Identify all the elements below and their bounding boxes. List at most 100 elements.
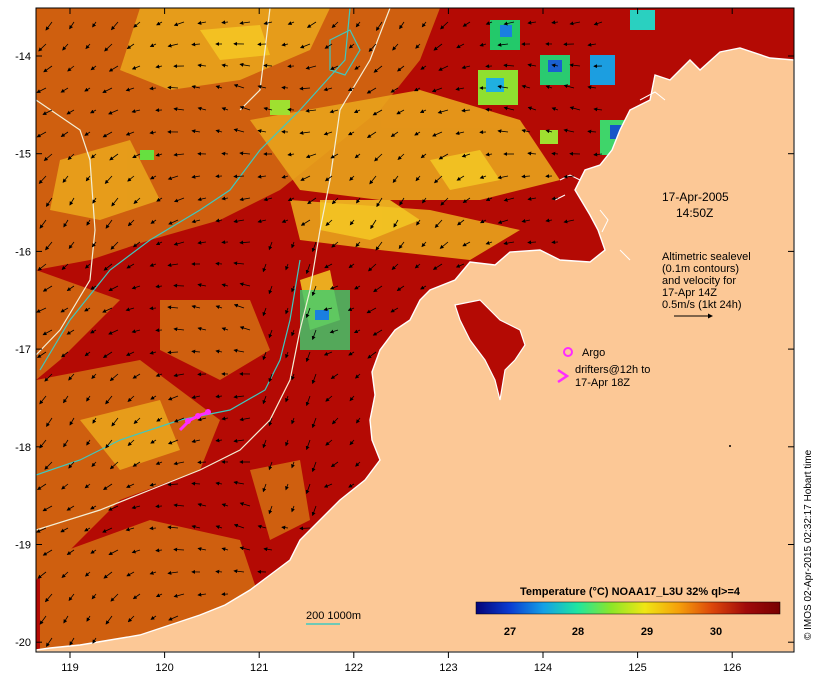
velocity-arrow [102, 131, 113, 138]
lat-tick-label: -20 [15, 637, 31, 649]
velocity-arrow [233, 83, 245, 89]
lon-tick-label: 124 [534, 662, 552, 674]
depth-label: 200 1000m [306, 610, 361, 622]
velocity-arrow [521, 128, 531, 133]
velocity-arrow [37, 351, 47, 358]
velocity-arrow [102, 351, 113, 358]
velocity-arrow [67, 65, 75, 72]
velocity-arrow [149, 350, 157, 355]
velocity-arrow [90, 505, 97, 510]
velocity-arrow [262, 483, 267, 493]
velocity-arrow [89, 109, 97, 114]
velocity-arrow [521, 218, 531, 223]
velocity-arrow [45, 21, 53, 31]
velocity-arrow [263, 106, 273, 111]
velocity-arrow [285, 483, 289, 491]
velocity-arrow [215, 349, 223, 354]
velocity-arrow [173, 593, 185, 598]
velocity-arrow [221, 63, 229, 68]
velocity-arrow [197, 63, 207, 68]
velocity-arrow [551, 196, 559, 201]
velocity-arrow [311, 505, 317, 517]
colorbar-tick-label: 29 [641, 626, 653, 638]
velocity-arrow [461, 153, 471, 158]
velocity-arrow [503, 63, 515, 68]
velocity-arrow [68, 241, 75, 250]
velocity-arrow [456, 175, 465, 181]
velocity-arrow [521, 84, 531, 89]
velocity-arrow [132, 373, 141, 379]
velocity-arrow [563, 174, 575, 179]
velocity-arrow [563, 84, 575, 89]
velocity-arrow [108, 549, 119, 555]
lon-tick-label: 121 [250, 662, 268, 674]
velocity-arrow [156, 417, 163, 422]
velocity-arrow [373, 285, 383, 293]
velocity-arrow [191, 42, 201, 47]
velocity-arrow [268, 505, 273, 515]
velocity-arrow [155, 284, 163, 289]
velocity-arrow [420, 285, 427, 290]
velocity-arrow [37, 263, 47, 271]
velocity-arrow [563, 128, 575, 133]
velocity-arrow [329, 109, 339, 114]
velocity-arrow [268, 285, 273, 295]
velocity-arrow [66, 285, 75, 292]
velocity-arrow [66, 109, 75, 115]
velocity-arrow [191, 349, 201, 354]
velocity-arrow [46, 417, 53, 427]
velocity-arrow [368, 43, 377, 52]
velocity-arrow [438, 65, 449, 71]
velocity-arrow [155, 373, 163, 377]
velocity-arrow [413, 87, 421, 92]
velocity-arrow [85, 263, 91, 269]
velocity-arrow [434, 175, 443, 184]
velocity-arrow [323, 483, 333, 488]
velocity-arrow [390, 307, 399, 313]
velocity-arrow [291, 461, 295, 469]
velocity-arrow [375, 241, 383, 251]
velocity-arrow [38, 43, 47, 52]
velocity-arrow [36, 131, 47, 138]
velocity-arrow [127, 219, 135, 227]
velocity-arrow [102, 87, 113, 93]
velocity-arrow [156, 197, 163, 202]
velocity-arrow [167, 439, 179, 445]
velocity-arrow [323, 131, 333, 136]
velocity-arrow [149, 263, 157, 267]
velocity-arrow [497, 219, 509, 224]
velocity-arrow [90, 329, 97, 334]
velocity-arrow [257, 174, 267, 179]
velocity-arrow [462, 197, 471, 204]
velocity-arrow [324, 175, 333, 182]
velocity-arrow [323, 87, 333, 92]
colorbar-tick-label: 28 [572, 626, 584, 638]
velocity-arrow [399, 197, 405, 206]
velocity-arrow [61, 571, 69, 578]
velocity-arrow [221, 503, 229, 508]
velocity-arrow [150, 615, 157, 620]
velocity-arrow [60, 527, 69, 533]
velocity-arrow [191, 439, 201, 444]
velocity-arrow [455, 86, 465, 91]
velocity-arrow [85, 175, 91, 182]
velocity-arrow [268, 329, 273, 339]
velocity-arrow [593, 21, 603, 26]
velocity-arrow [155, 64, 163, 69]
velocity-arrow [108, 285, 119, 291]
velocity-arrow [221, 20, 229, 25]
velocity-arrow [393, 219, 399, 228]
velocity-arrow [167, 305, 179, 310]
velocity-arrow [422, 197, 427, 204]
velocity-arrow [105, 395, 113, 405]
velocity-arrow [503, 197, 515, 202]
velocity-arrow [197, 106, 207, 111]
velocity-arrow [569, 21, 581, 26]
velocity-arrow [92, 637, 97, 644]
velocity-arrow [68, 461, 75, 469]
velocity-arrow [461, 65, 471, 70]
velocity-arrow [149, 526, 157, 531]
velocity-arrows [36, 20, 603, 647]
velocity-arrow [239, 105, 251, 111]
velocity-arrow [45, 197, 53, 207]
